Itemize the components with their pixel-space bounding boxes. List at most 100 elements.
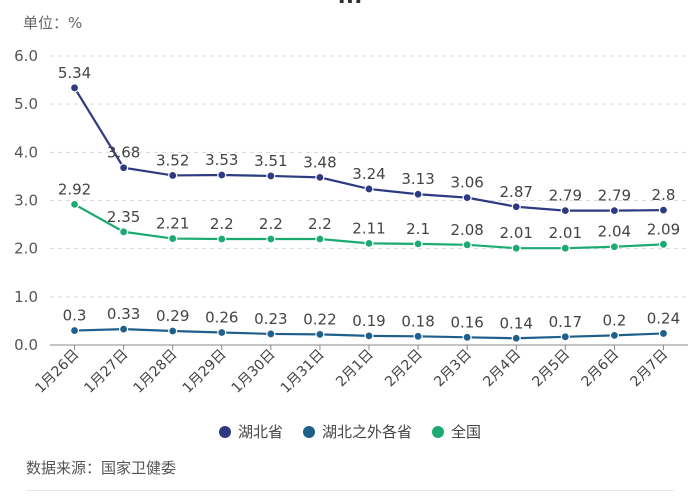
data-label-national: 2.21 xyxy=(156,215,189,233)
x-tick-label: 1月28日 xyxy=(131,347,181,397)
data-point-national xyxy=(217,234,227,244)
y-tick-label: 2.0 xyxy=(14,240,38,258)
data-label-outside-hubei: 0.3 xyxy=(63,307,87,325)
data-source: 数据来源：国家卫健委 xyxy=(26,459,177,477)
x-tick-label: 1月27日 xyxy=(81,347,131,397)
data-point-outside-hubei xyxy=(168,326,178,336)
legend-marker-outside-hubei xyxy=(302,425,315,438)
data-point-outside-hubei xyxy=(364,331,374,341)
data-point-national xyxy=(364,238,374,248)
data-label-national: 2.35 xyxy=(107,208,140,226)
data-point-hubei xyxy=(217,170,227,180)
data-label-hubei: 2.79 xyxy=(598,187,631,205)
data-label-hubei: 5.34 xyxy=(58,64,91,82)
unit-label: 单位：% xyxy=(23,14,83,32)
legend: 湖北省 湖北之外各省 全国 xyxy=(0,421,700,442)
data-label-outside-hubei: 0.14 xyxy=(500,314,533,332)
data-label-hubei: 3.52 xyxy=(156,151,189,169)
data-point-hubei xyxy=(364,184,374,194)
legend-label-national: 全国 xyxy=(451,423,482,441)
data-label-national: 2.01 xyxy=(500,224,533,242)
x-tick-label: 2月5日 xyxy=(529,347,573,391)
data-point-hubei xyxy=(560,206,570,216)
data-point-outside-hubei xyxy=(119,324,129,334)
data-label-national: 2.08 xyxy=(450,221,483,239)
data-label-outside-hubei: 0.16 xyxy=(450,313,483,331)
data-point-hubei xyxy=(69,83,80,93)
data-point-hubei xyxy=(266,171,276,181)
data-point-outside-hubei xyxy=(658,328,669,339)
data-point-hubei xyxy=(168,170,178,181)
x-tick-label: 2月4日 xyxy=(480,347,524,391)
y-tick-label: 0.0 xyxy=(14,336,38,354)
data-label-national: 2.2 xyxy=(259,215,283,233)
data-point-outside-hubei xyxy=(266,329,276,339)
data-label-outside-hubei: 0.33 xyxy=(107,305,140,323)
x-tick-label: 2月6日 xyxy=(578,347,622,391)
data-label-outside-hubei: 0.2 xyxy=(602,311,626,329)
data-point-national xyxy=(609,242,619,252)
data-point-hubei xyxy=(511,202,521,212)
legend-item-national[interactable]: 全国 xyxy=(432,421,481,442)
y-tick-label: 1.0 xyxy=(14,288,38,306)
data-point-hubei xyxy=(462,193,472,203)
data-label-hubei: 3.53 xyxy=(205,151,238,169)
data-label-hubei: 3.68 xyxy=(107,144,140,162)
data-label-hubei: 3.24 xyxy=(352,165,385,183)
legend-item-outside-hubei[interactable]: 湖北之外各省 xyxy=(302,421,412,442)
data-label-outside-hubei: 0.17 xyxy=(549,313,582,331)
data-point-outside-hubei xyxy=(560,332,570,342)
legend-marker-national xyxy=(432,425,444,438)
data-point-hubei xyxy=(413,189,423,199)
data-point-national xyxy=(315,234,325,244)
line-chart: 0.0 1.0 2.0 3.0 4.0 5.0 6.0 1月26日 1月27日 1月28日 1月29… xyxy=(14,47,688,397)
data-point-national xyxy=(266,234,276,244)
data-label-hubei: 3.06 xyxy=(450,174,483,192)
data-point-national xyxy=(560,243,570,253)
x-tick-label: 2月7日 xyxy=(628,347,672,391)
data-label-outside-hubei: 0.24 xyxy=(647,309,680,327)
data-label-national: 2.01 xyxy=(549,224,582,242)
data-point-national xyxy=(413,239,423,249)
data-label-hubei: 3.13 xyxy=(401,170,434,188)
x-tick-label: 1月31日 xyxy=(278,347,328,397)
x-tick-label: 1月29日 xyxy=(180,347,230,397)
y-tick-label: 6.0 xyxy=(14,47,38,65)
data-point-national xyxy=(658,239,669,249)
data-point-national xyxy=(511,243,521,253)
data-label-outside-hubei: 0.18 xyxy=(401,312,434,330)
y-tick-label: 5.0 xyxy=(14,95,38,113)
data-label-hubei: 3.48 xyxy=(303,153,336,171)
data-label-hubei: 2.87 xyxy=(500,183,533,201)
data-point-national xyxy=(69,199,80,209)
legend-marker-hubei xyxy=(218,425,231,438)
data-point-outside-hubei xyxy=(511,333,521,343)
data-point-outside-hubei xyxy=(217,327,227,338)
x-tick-label: 1月30日 xyxy=(229,347,279,397)
data-point-national xyxy=(462,240,472,250)
data-point-outside-hubei xyxy=(413,331,423,341)
data-label-national: 2.92 xyxy=(58,180,91,198)
data-label-national: 2.2 xyxy=(210,215,234,233)
data-label-outside-hubei: 0.22 xyxy=(303,310,336,328)
data-label-national: 2.04 xyxy=(598,223,631,241)
data-label-hubei: 3.51 xyxy=(254,152,287,170)
data-label-outside-hubei: 0.23 xyxy=(254,310,287,328)
data-label-outside-hubei: 0.29 xyxy=(156,307,189,325)
x-tick-label: 2月1日 xyxy=(333,347,377,391)
legend-item-hubei[interactable]: 湖北省 xyxy=(218,421,283,442)
data-label-hubei: 2.8 xyxy=(652,186,676,204)
legend-label-outside-hubei: 湖北之外各省 xyxy=(321,423,412,441)
data-label-national: 2.09 xyxy=(647,220,680,238)
x-tick-label: 2月2日 xyxy=(382,347,426,391)
data-label-national: 2.11 xyxy=(352,219,385,237)
y-tick-label: 3.0 xyxy=(14,192,38,210)
data-label-outside-hubei: 0.26 xyxy=(205,308,238,326)
data-label-national: 2.1 xyxy=(406,220,430,238)
data-point-hubei xyxy=(609,206,619,216)
data-point-hubei xyxy=(315,172,325,182)
data-point-outside-hubei xyxy=(609,330,619,340)
data-label-hubei: 2.79 xyxy=(549,187,582,205)
divider xyxy=(26,490,674,491)
data-point-outside-hubei xyxy=(69,325,80,336)
